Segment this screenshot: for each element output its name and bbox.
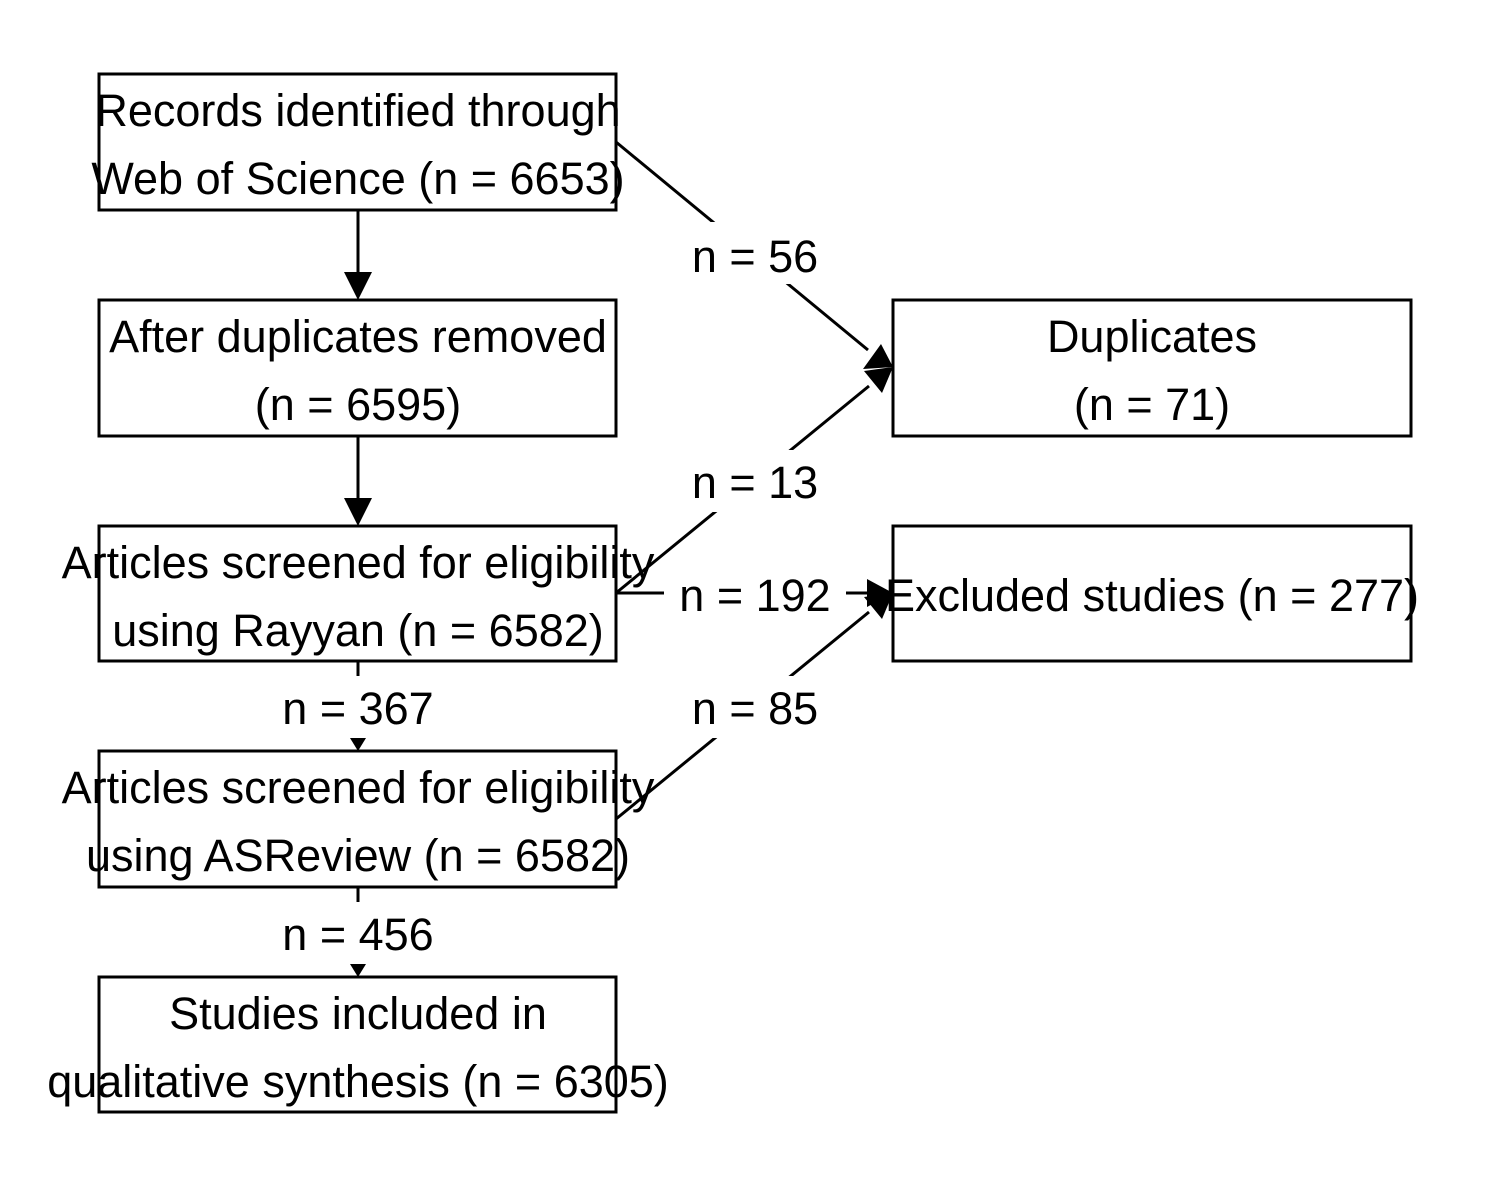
- node-rayyan-screening-line1: Articles screened for eligibility: [62, 537, 655, 588]
- edge-label-56-text: n = 56: [692, 231, 818, 282]
- node-duplicates: Duplicates (n = 71): [891, 298, 1413, 438]
- node-excluded-studies: Excluded studies (n = 277): [885, 524, 1419, 663]
- node-after-duplicates-line2: (n = 6595): [255, 379, 461, 430]
- node-after-duplicates: After duplicates removed (n = 6595): [97, 298, 618, 438]
- node-duplicates-line2: (n = 71): [1074, 379, 1230, 430]
- node-asreview-screening-line1: Articles screened for eligibility: [62, 762, 655, 813]
- node-asreview-screening-line2: using ASReview (n = 6582): [86, 830, 630, 881]
- edge-label-13: n = 13: [682, 450, 828, 512]
- node-rayyan-screening-line2: using Rayyan (n = 6582): [112, 605, 604, 656]
- node-studies-included-line2: qualitative synthesis (n = 6305): [47, 1056, 669, 1107]
- edge-label-13-text: n = 13: [692, 457, 818, 508]
- edge-identified-to-dedup: [344, 210, 372, 300]
- node-after-duplicates-line1: After duplicates removed: [109, 311, 607, 362]
- node-records-identified-line2: Web of Science (n = 6653): [91, 153, 624, 204]
- edge-dedup-to-rayyan: [344, 436, 372, 526]
- edge-label-192-text: n = 192: [679, 570, 830, 621]
- edge-label-456: n = 456: [272, 902, 444, 964]
- node-studies-included-line1: Studies included in: [169, 988, 547, 1039]
- node-excluded-studies-line1: Excluded studies (n = 277): [885, 570, 1419, 621]
- node-asreview-screening: Articles screened for eligibility using …: [62, 749, 655, 889]
- node-studies-included: Studies included in qualitative synthesi…: [47, 975, 669, 1114]
- node-records-identified: Records identified through Web of Scienc…: [91, 72, 625, 212]
- edge-label-56: n = 56: [682, 222, 828, 284]
- node-records-identified-line1: Records identified through: [95, 85, 620, 136]
- edge-label-85: n = 85: [682, 676, 828, 738]
- edge-label-456-text: n = 456: [282, 909, 433, 960]
- edge-label-367-text: n = 367: [282, 683, 433, 734]
- edge-label-367: n = 367: [272, 676, 444, 738]
- edge-label-192: n = 192: [664, 564, 846, 626]
- edge-label-85-text: n = 85: [692, 683, 818, 734]
- node-rayyan-screening: Articles screened for eligibility using …: [62, 524, 655, 663]
- node-duplicates-line1: Duplicates: [1047, 311, 1257, 362]
